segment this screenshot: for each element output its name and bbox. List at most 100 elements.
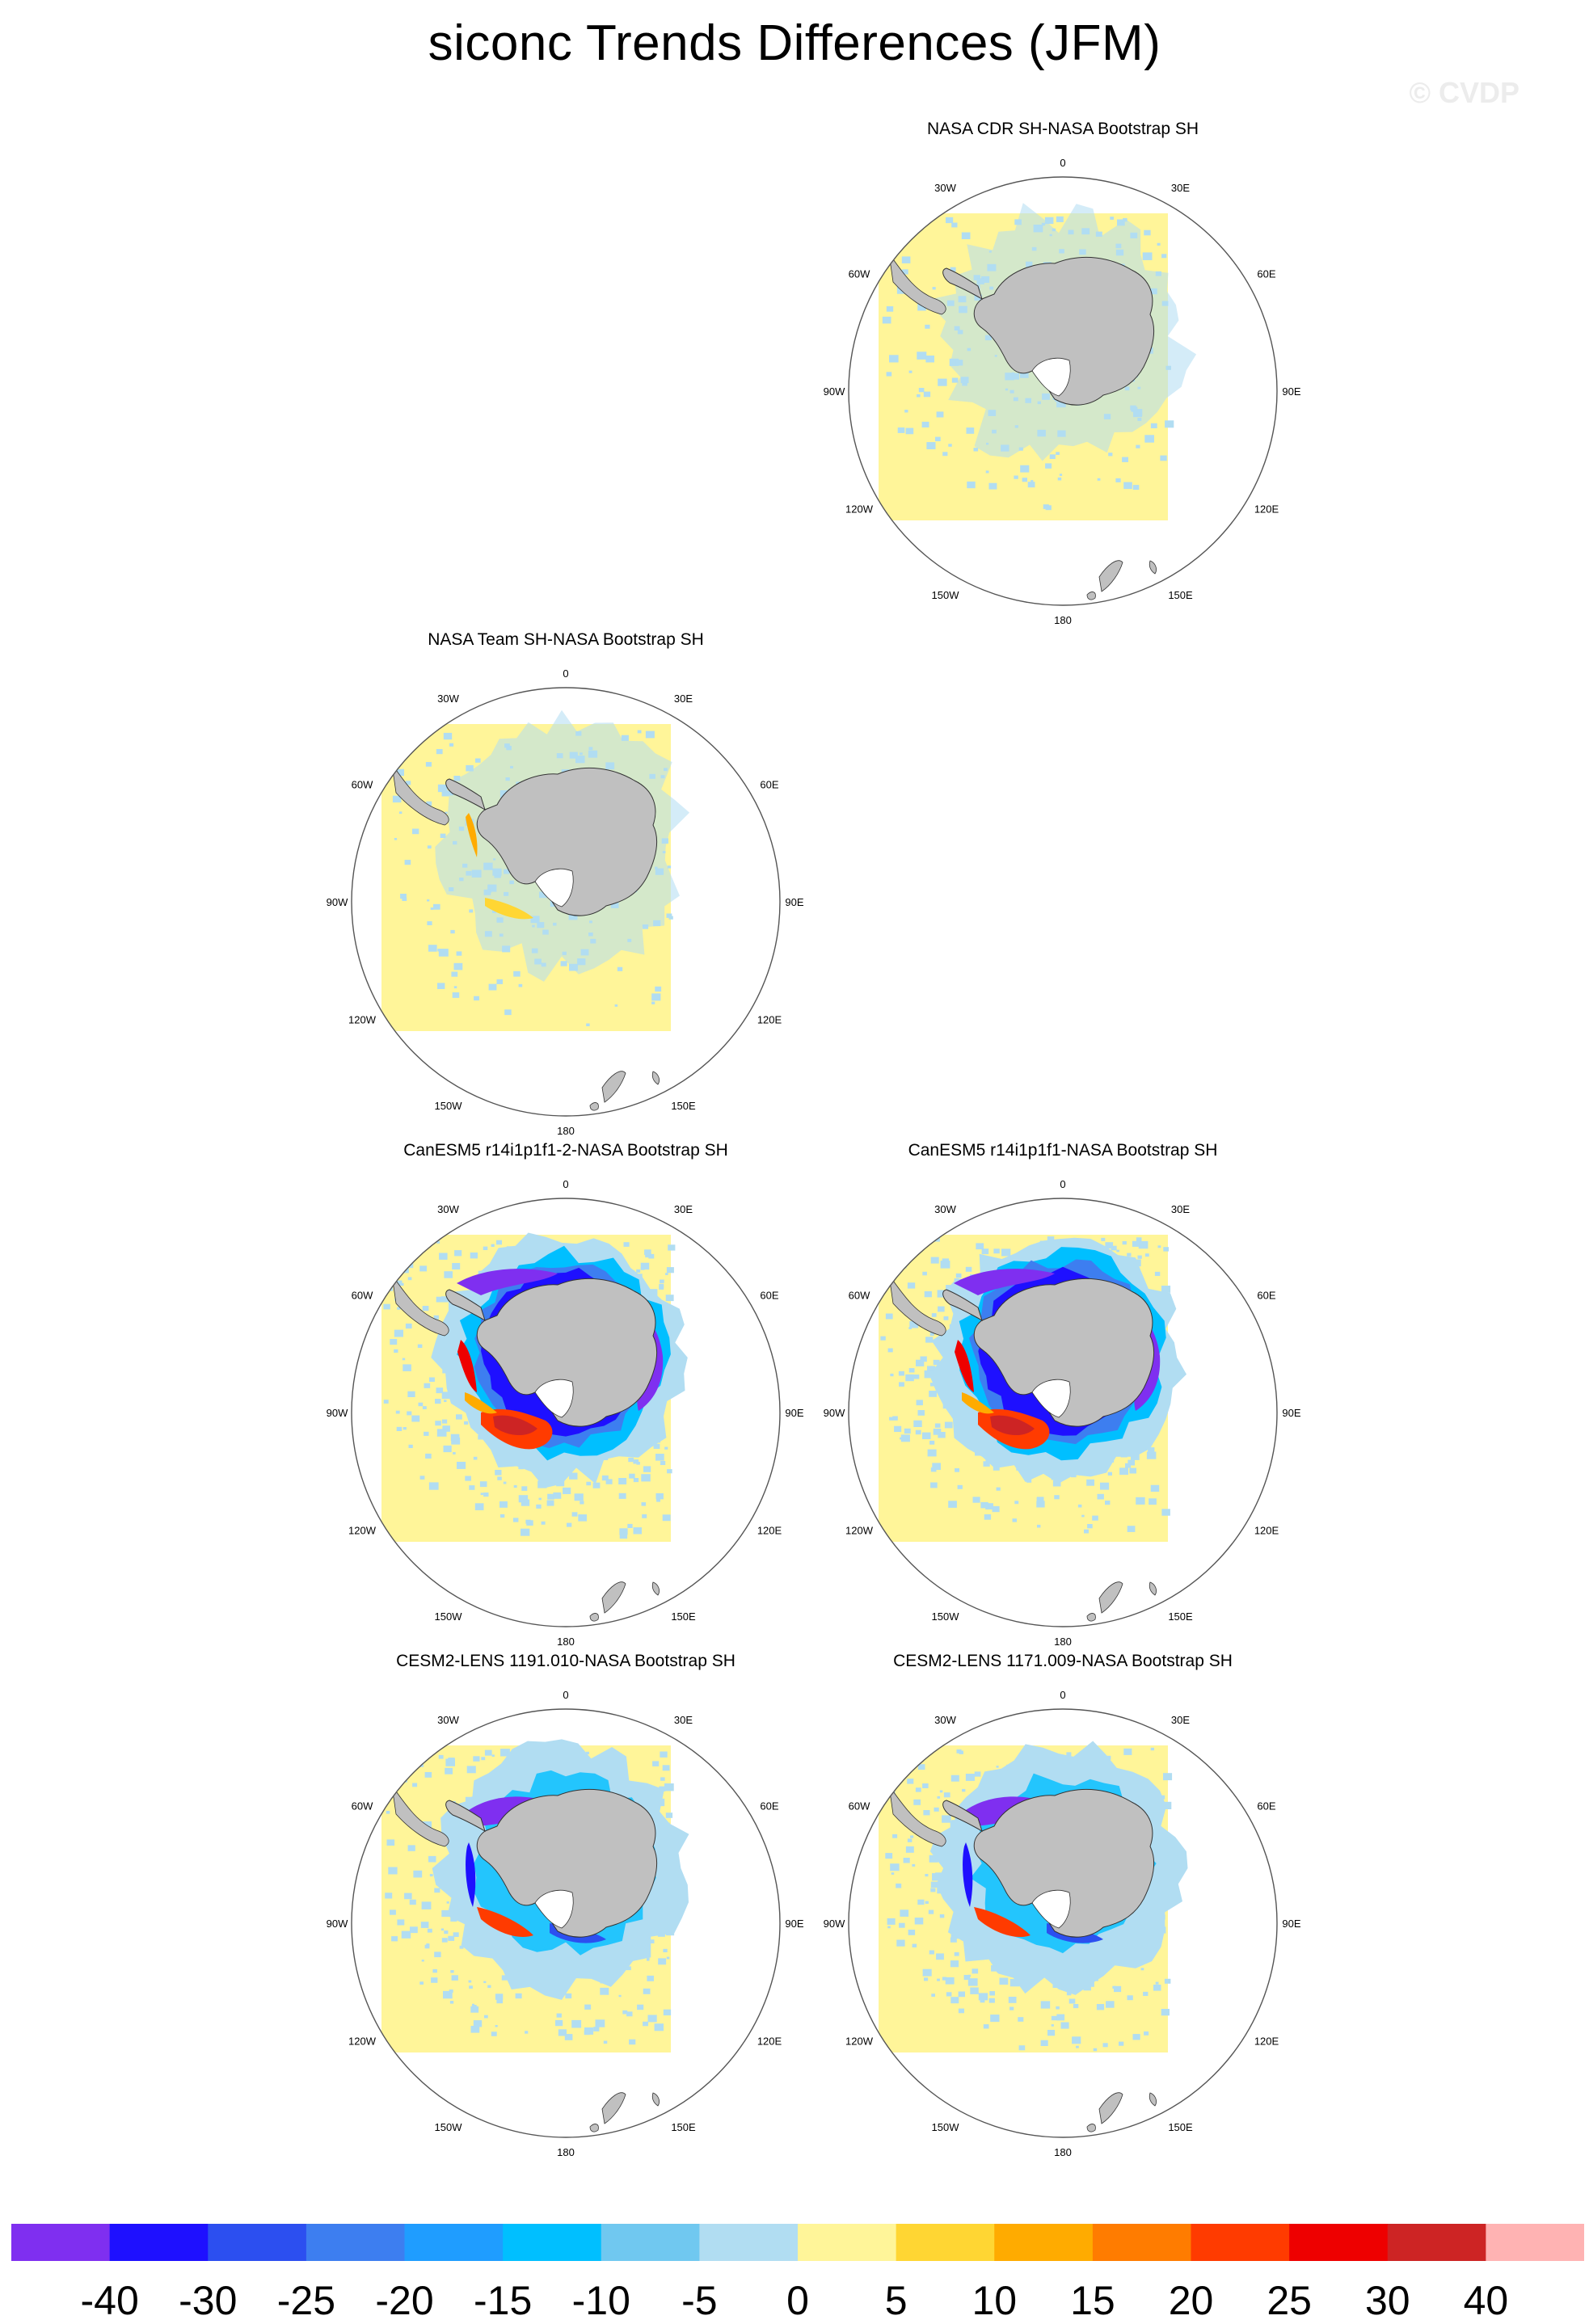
sea-ice-speck	[434, 1951, 441, 1958]
sea-ice-speck	[474, 996, 479, 1001]
sea-ice-speck	[469, 909, 474, 913]
sea-ice-speck	[660, 1279, 664, 1283]
sea-ice-speck	[641, 1502, 647, 1506]
sea-ice-speck	[945, 1977, 955, 1985]
colorbar-swatch	[1289, 2224, 1389, 2261]
sea-ice-speck	[924, 1290, 932, 1298]
sea-ice-speck	[412, 1783, 418, 1787]
sea-ice-speck	[918, 388, 925, 393]
sea-ice-speck	[653, 1443, 660, 1449]
strong-positive	[974, 1907, 1031, 1938]
panel-title: CESM2-LENS 1171.009-NASA Bootstrap SH	[893, 1652, 1233, 1670]
sea-ice-speck	[967, 481, 976, 489]
sea-ice-speck	[419, 1758, 425, 1762]
sea-ice-speck	[437, 949, 441, 952]
lon-label-left_upper: 60W	[849, 1290, 870, 1302]
island-land	[1086, 592, 1096, 600]
sea-ice-speck	[475, 758, 481, 763]
colorbar-tick-label: -10	[571, 2278, 630, 2323]
sea-ice-speck	[908, 370, 913, 373]
sea-ice-speck	[451, 1437, 461, 1445]
sea-ice-speck	[1020, 465, 1030, 473]
sea-ice-speck	[1142, 252, 1153, 260]
sea-ice-speck	[383, 1303, 390, 1310]
lon-label-left_lower: 120W	[845, 2036, 874, 2048]
sea-ice-speck	[451, 971, 458, 977]
lon-label-right_upper: 60E	[760, 1800, 778, 1812]
antarctic-peninsula-land	[942, 1289, 983, 1322]
lon-label-left_lower: 120W	[348, 2036, 377, 2048]
sea-ice-speck	[636, 1269, 641, 1273]
lon-label-bottom: 180	[1054, 1636, 1072, 1648]
sea-ice-speck	[1076, 2045, 1079, 2048]
sea-ice-speck	[962, 1788, 966, 1792]
sea-ice-speck	[555, 2019, 563, 2027]
sea-ice-speck	[948, 444, 952, 447]
sea-ice-speck	[465, 1476, 471, 1481]
island-land	[651, 2092, 660, 2107]
sea-ice-speck	[1105, 1501, 1111, 1505]
sea-ice-speck	[452, 1263, 461, 1269]
sea-ice-speck	[390, 1339, 398, 1345]
sea-ice-speck	[660, 1751, 668, 1758]
sea-ice-speck	[441, 790, 449, 797]
ross-ice-shelf	[1031, 357, 1071, 397]
lon-label-top: 0	[1060, 157, 1065, 169]
lon-label-upper_right: 30E	[674, 1714, 693, 1726]
sea-ice-speck	[889, 1417, 894, 1421]
sea-ice-speck	[643, 1466, 651, 1472]
lon-label-upper_right: 30E	[1171, 1714, 1190, 1726]
sea-ice-speck	[913, 1420, 922, 1427]
sea-ice-speck	[388, 1867, 398, 1875]
map-boundary	[351, 1708, 781, 2138]
new-zealand-land	[1098, 560, 1123, 592]
lon-label-upper_left: 30W	[934, 1714, 956, 1726]
sea-ice-speck	[1144, 229, 1151, 236]
sea-ice-speck	[1148, 1447, 1155, 1453]
sea-ice-speck	[1161, 254, 1167, 259]
sea-ice-speck	[391, 1936, 398, 1942]
south-america-land	[391, 1785, 449, 1847]
ross-ice-shelf	[534, 1379, 574, 1418]
sea-ice-speck	[1084, 1529, 1089, 1534]
sea-ice-speck	[407, 1277, 412, 1281]
sea-ice-speck	[1149, 1498, 1157, 1505]
lon-label-right: 90E	[785, 1918, 803, 1930]
sea-ice-speck	[887, 1918, 896, 1925]
sea-ice-speck	[666, 1267, 674, 1274]
sea-ice-speck	[909, 1759, 917, 1766]
sea-ice-speck	[1008, 1997, 1017, 2003]
sea-ice-speck	[512, 1518, 519, 1522]
sea-ice-speck	[644, 1249, 651, 1256]
sea-ice-speck	[922, 1432, 931, 1439]
lon-label-right_upper: 60E	[760, 779, 778, 791]
sea-ice-speck	[425, 1453, 432, 1459]
sea-ice-speck	[943, 1792, 950, 1798]
lon-label-lower_left: 150W	[435, 1610, 463, 1623]
sea-ice-speck	[943, 1316, 949, 1320]
sea-ice-speck	[1086, 1479, 1094, 1486]
lon-label-upper_right: 30E	[1171, 182, 1190, 194]
sea-ice-speck	[422, 1406, 427, 1409]
sea-ice-speck	[1136, 1497, 1145, 1505]
sea-ice-speck	[553, 1492, 562, 1499]
sea-ice-speck	[495, 1470, 502, 1476]
sea-ice-speck	[595, 2019, 605, 2027]
sea-ice-speck	[942, 452, 948, 457]
sea-ice-speck	[536, 1504, 542, 1509]
sea-ice-speck	[618, 1492, 626, 1499]
lon-label-right_lower: 120E	[757, 1525, 782, 1537]
sea-ice-speck	[925, 356, 934, 363]
sea-ice-speck	[1127, 1459, 1135, 1466]
sea-ice-speck	[988, 482, 997, 490]
colorbar-swatch	[1092, 2224, 1192, 2261]
sea-ice-speck	[427, 845, 432, 849]
sea-ice-speck	[642, 1514, 647, 1518]
sea-ice-speck	[908, 1327, 912, 1329]
sea-ice-speck	[925, 1337, 934, 1343]
sea-ice-speck	[1115, 478, 1121, 482]
new-zealand-land	[601, 1581, 626, 1614]
sea-ice-speck	[1051, 2024, 1054, 2027]
sea-ice-speck	[1157, 242, 1161, 246]
sea-ice-speck	[1129, 1467, 1136, 1474]
